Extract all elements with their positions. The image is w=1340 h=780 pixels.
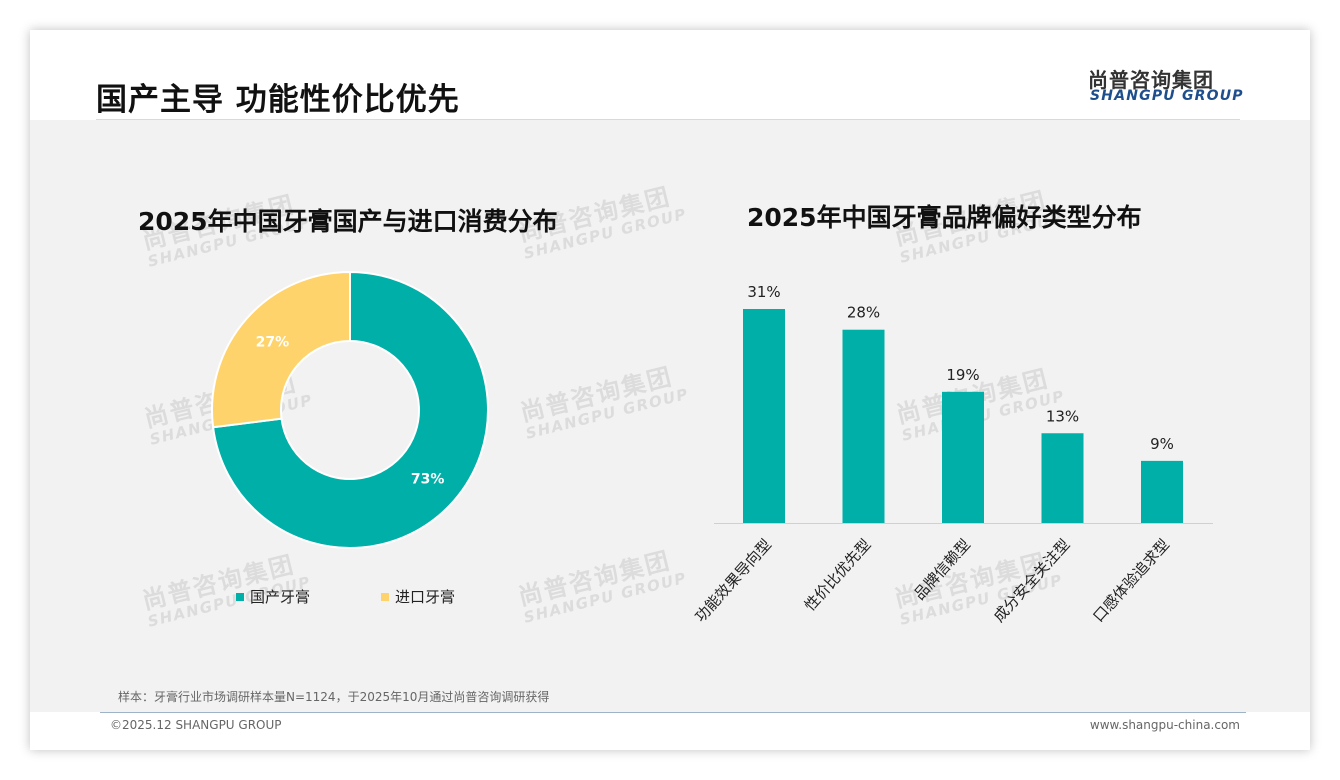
bar	[1041, 433, 1084, 523]
header: 国产主导 功能性价比优先 尚普咨询集团 SHANGPU GROUP	[30, 30, 1310, 120]
bar	[1141, 460, 1183, 523]
bar-value-label: 13%	[1046, 407, 1079, 425]
donut-chart-title: 2025年中国牙膏国产与进口消费分布	[138, 207, 558, 236]
legend-swatch-imported	[381, 592, 389, 601]
website-link[interactable]: www.shangpu-china.com	[1089, 718, 1240, 732]
footer-divider	[100, 712, 1246, 713]
bar-chart: 31% 功能效果导向型 28% 性价比优先型 19% 品牌信赖型 13% 成分安全关注型 9% 口…	[691, 283, 1213, 626]
header-divider	[96, 119, 1240, 120]
legend-label-domestic: 国产牙膏	[250, 588, 311, 606]
footer: ©2025.12 SHANGPU GROUP www.shangpu-china…	[30, 712, 1310, 750]
company-logo-cn: 尚普咨询集团	[1088, 68, 1214, 92]
donut-slice-imported	[211, 270, 351, 429]
legend-swatch-domestic	[236, 592, 244, 601]
company-logo-en: SHANGPU GROUP	[1090, 88, 1244, 104]
x-tick-label: 成分安全关注型	[990, 536, 1074, 626]
bar	[743, 309, 785, 523]
bar	[942, 391, 984, 523]
bar-chart-title: 2025年中国牙膏品牌偏好类型分布	[747, 203, 1142, 232]
donut-label-domestic: 73%	[411, 471, 445, 487]
x-tick-label: 性价比优先型	[801, 536, 875, 615]
bar-value-label: 31%	[747, 283, 780, 301]
legend-item-imported: 进口牙膏	[381, 586, 455, 607]
bar-value-label: 9%	[1150, 435, 1174, 453]
x-tick-label: 口感体验追求型	[1089, 536, 1173, 626]
bar	[842, 329, 885, 523]
legend-label-imported: 进口牙膏	[395, 588, 456, 606]
donut-label-imported: 27%	[256, 335, 290, 351]
donut-slice-domestic	[211, 270, 489, 549]
donut-chart: 73% 27%	[211, 270, 489, 549]
sample-note: 样本：牙膏行业市场调研样本量N=1124，于2025年10月通过尚普咨询调研获得	[118, 690, 550, 704]
slide: 国产主导 功能性价比优先 尚普咨询集团 SHANGPU GROUP 尚普咨询集团…	[30, 30, 1310, 750]
copyright: ©2025.12 SHANGPU GROUP	[110, 718, 282, 732]
x-tick-label: 品牌信赖型	[910, 536, 974, 604]
legend-item-domestic: 国产牙膏	[236, 586, 310, 607]
bar-value-label: 19%	[946, 366, 979, 384]
bar-value-label: 28%	[847, 304, 880, 322]
page-title: 国产主导 功能性价比优先	[96, 82, 460, 118]
x-tick-label: 功能效果导向型	[691, 536, 775, 626]
